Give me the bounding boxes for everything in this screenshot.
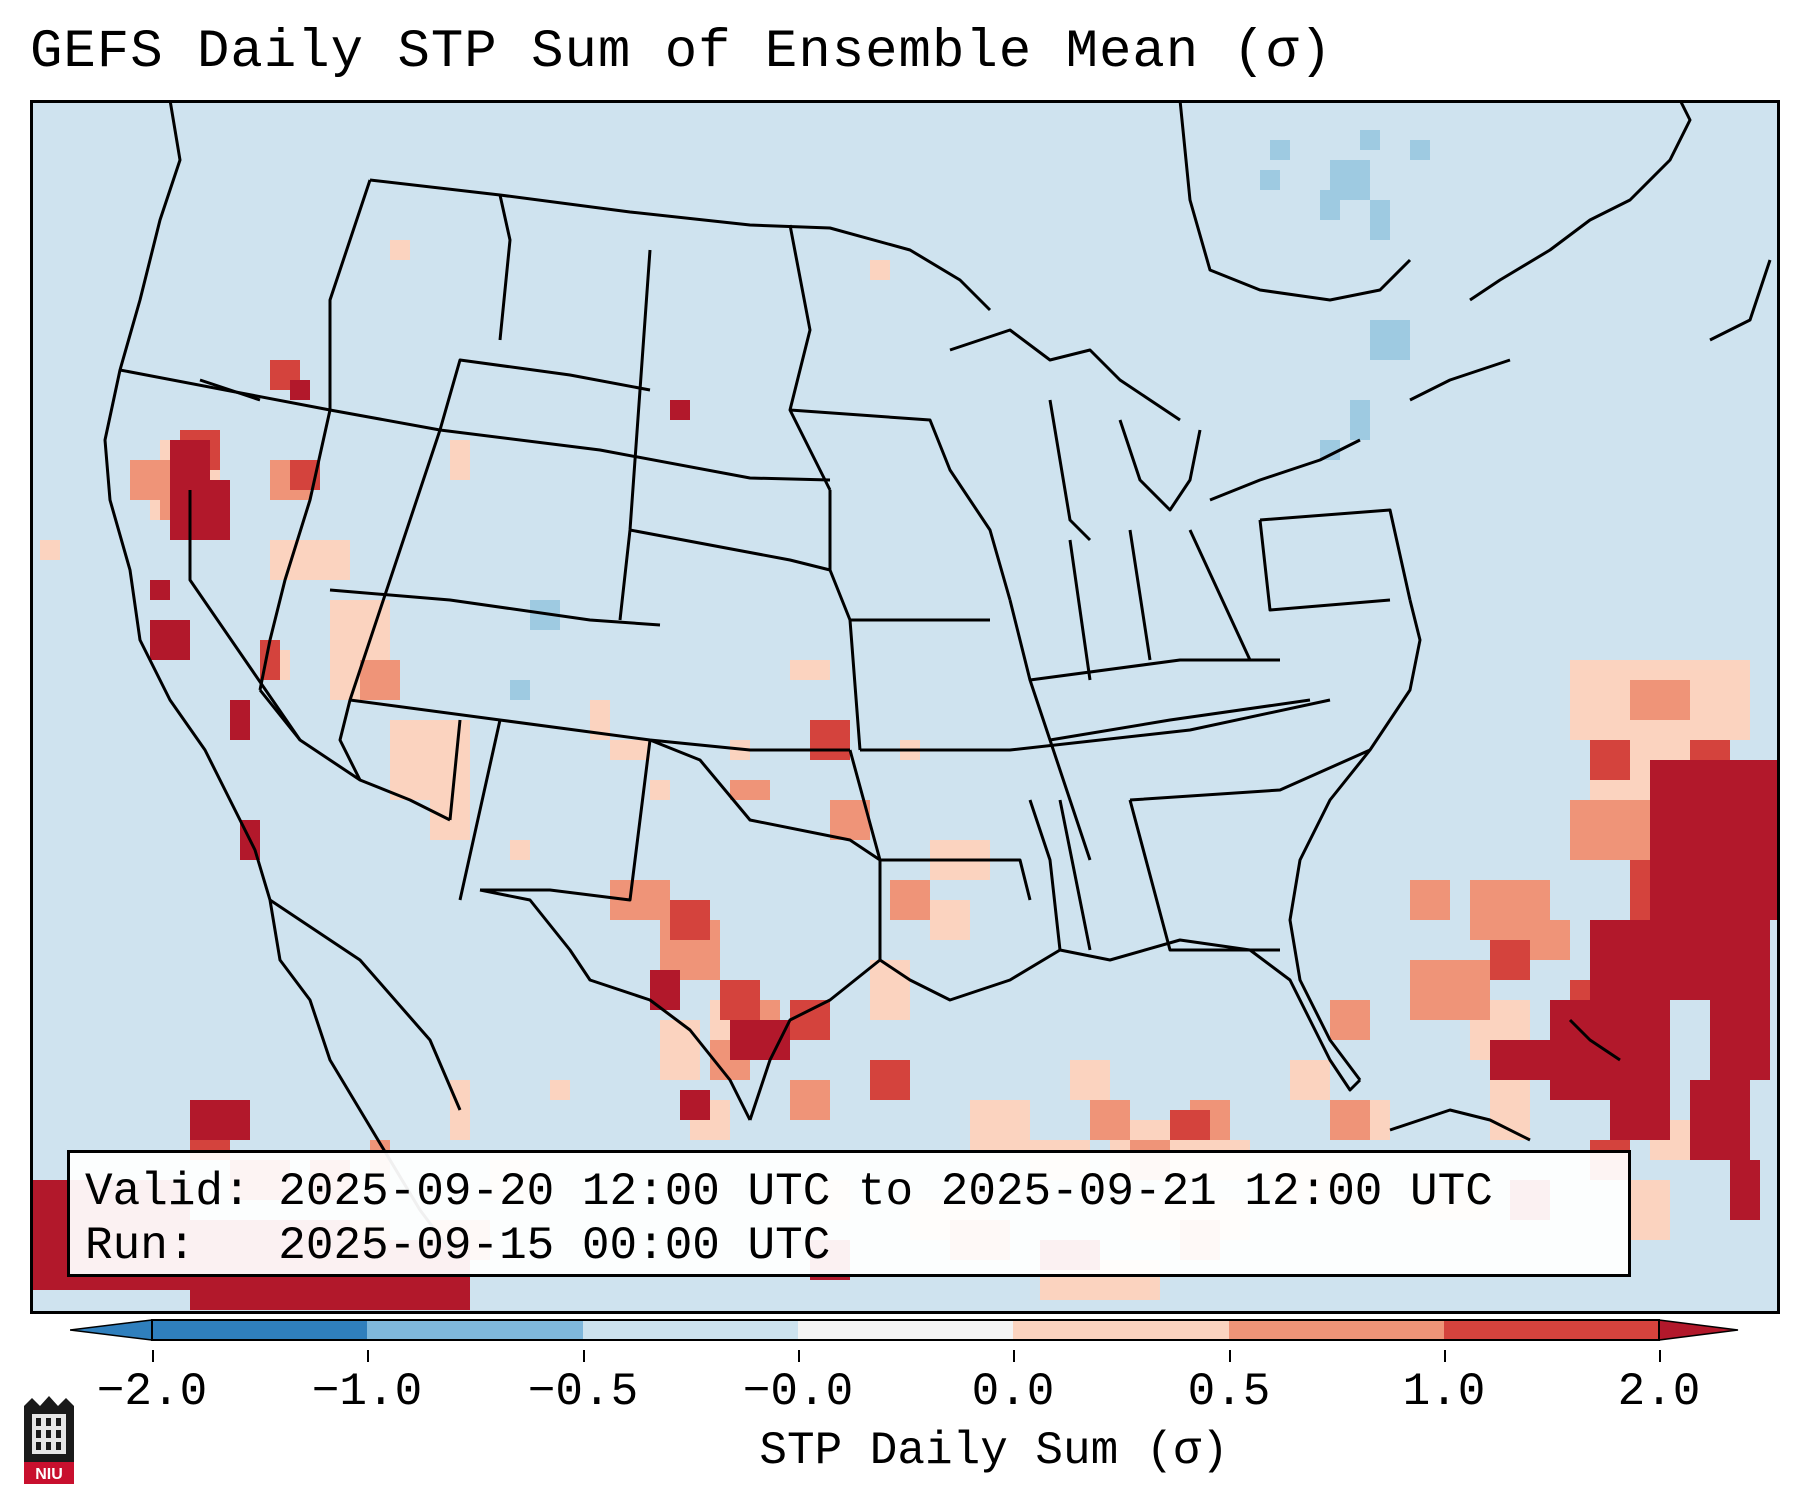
colorbar-seg-7	[1444, 1320, 1659, 1340]
run-time-text: Run: 2025-09-15 00:00 UTC	[85, 1220, 831, 1272]
colorbar-max-arrow	[1658, 1319, 1739, 1341]
tick-label: 1.0	[1402, 1366, 1486, 1418]
colorbar-label: STP Daily Sum (σ)	[759, 1425, 1229, 1477]
colorbar-seg-6	[1229, 1320, 1444, 1340]
colorbar-min-arrow	[69, 1319, 153, 1341]
map-panel	[30, 100, 1780, 1314]
niu-logo-icon: NIU	[24, 1396, 74, 1484]
colorbar-seg-3	[583, 1320, 798, 1340]
colorbar-outline	[151, 1319, 1660, 1341]
colorbar-seg-5	[1013, 1320, 1229, 1340]
map-canvas	[30, 100, 1780, 1314]
tick-mark	[583, 1350, 585, 1362]
tick-label: 0.5	[1187, 1366, 1271, 1418]
tick-label: −0.0	[742, 1366, 854, 1418]
tick-mark	[1444, 1350, 1446, 1362]
colorbar	[69, 1318, 1740, 1342]
tick-label: −1.0	[311, 1366, 423, 1418]
tick-label: −0.5	[527, 1366, 639, 1418]
tick-label: 0.0	[971, 1366, 1055, 1418]
tick-mark	[367, 1350, 369, 1362]
boundaries	[103, 100, 1772, 1251]
tick-mark	[1229, 1350, 1231, 1362]
map-background	[30, 100, 1780, 1314]
colorbar-seg-4	[798, 1320, 1013, 1340]
tick-mark	[152, 1350, 154, 1362]
colorbar-svg	[69, 1319, 1739, 1341]
colorbar-seg-2	[367, 1320, 583, 1340]
tick-mark	[1659, 1350, 1661, 1362]
valid-run-info-box: Valid: 2025-09-20 12:00 UTC to 2025-09-2…	[67, 1150, 1631, 1277]
logo-text: NIU	[35, 1466, 63, 1483]
tick-mark	[798, 1350, 800, 1362]
niu-logo: NIU	[20, 1392, 78, 1487]
map-frame	[30, 100, 1780, 1314]
stp-negative-cells	[510, 130, 1430, 700]
colorbar-seg-1	[152, 1320, 367, 1340]
tick-mark	[1013, 1350, 1015, 1362]
tick-label: −2.0	[96, 1366, 208, 1418]
colorbar-ticks: −2.0 −1.0 −0.5 −0.0 0.0 0.5 1.0 2.0	[0, 1350, 1803, 1418]
valid-time-text: Valid: 2025-09-20 12:00 UTC to 2025-09-2…	[85, 1166, 1493, 1218]
map-title: GEFS Daily STP Sum of Ensemble Mean (σ)	[30, 22, 1333, 83]
tick-label: 2.0	[1617, 1366, 1701, 1418]
